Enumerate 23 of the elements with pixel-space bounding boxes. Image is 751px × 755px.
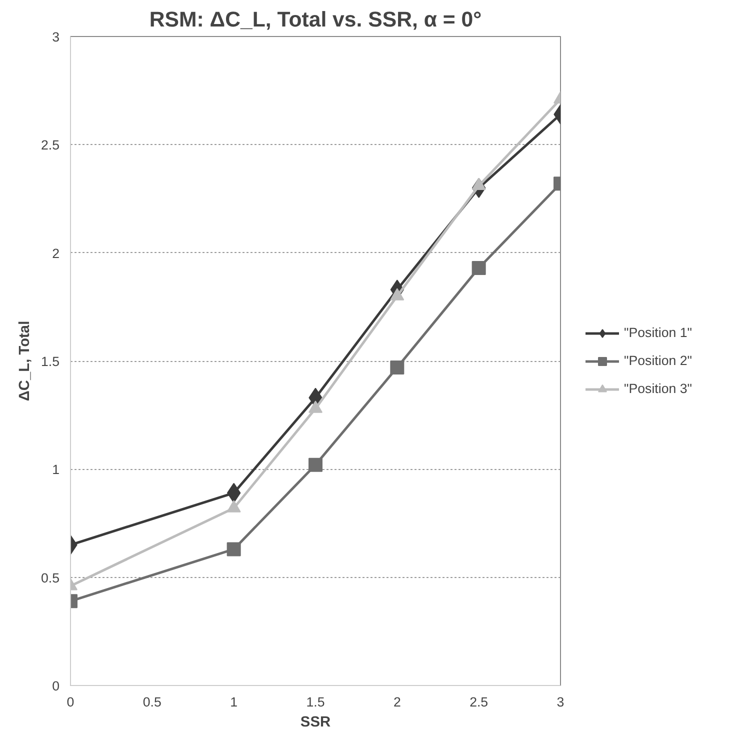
x-tick-label: 3 xyxy=(556,694,564,710)
y-tick-label: 3 xyxy=(52,30,60,44)
x-tick-label: 1 xyxy=(230,694,238,710)
legend-label: "Position 2" xyxy=(624,353,692,368)
chart-title: RSM: ΔC_L, Total vs. SSR, α = 0° xyxy=(149,8,482,32)
point xyxy=(390,360,404,374)
x-tick-label: 1.5 xyxy=(306,694,325,710)
point xyxy=(308,458,322,472)
y-tick-label: 1 xyxy=(52,462,60,478)
y-axis-title: ΔC_L, Total xyxy=(16,320,33,402)
y-tick-label: 0 xyxy=(52,678,60,694)
x-tick-label: 0.5 xyxy=(142,694,162,710)
point xyxy=(226,542,241,556)
y-tick-label: 1.5 xyxy=(40,354,60,369)
x-tick-label: 0 xyxy=(66,694,74,710)
y-tick-label: 2 xyxy=(52,246,60,261)
legend-label: "Position 1" xyxy=(624,325,692,340)
legend-label: "Position 3" xyxy=(624,381,692,396)
y-tick-label: 2.5 xyxy=(40,138,60,153)
x-tick-label: 2.5 xyxy=(470,694,488,710)
x-axis-title: SSR xyxy=(300,714,331,730)
x-tick-label: 2 xyxy=(393,694,401,710)
y-tick-label: 0.5 xyxy=(40,570,60,586)
